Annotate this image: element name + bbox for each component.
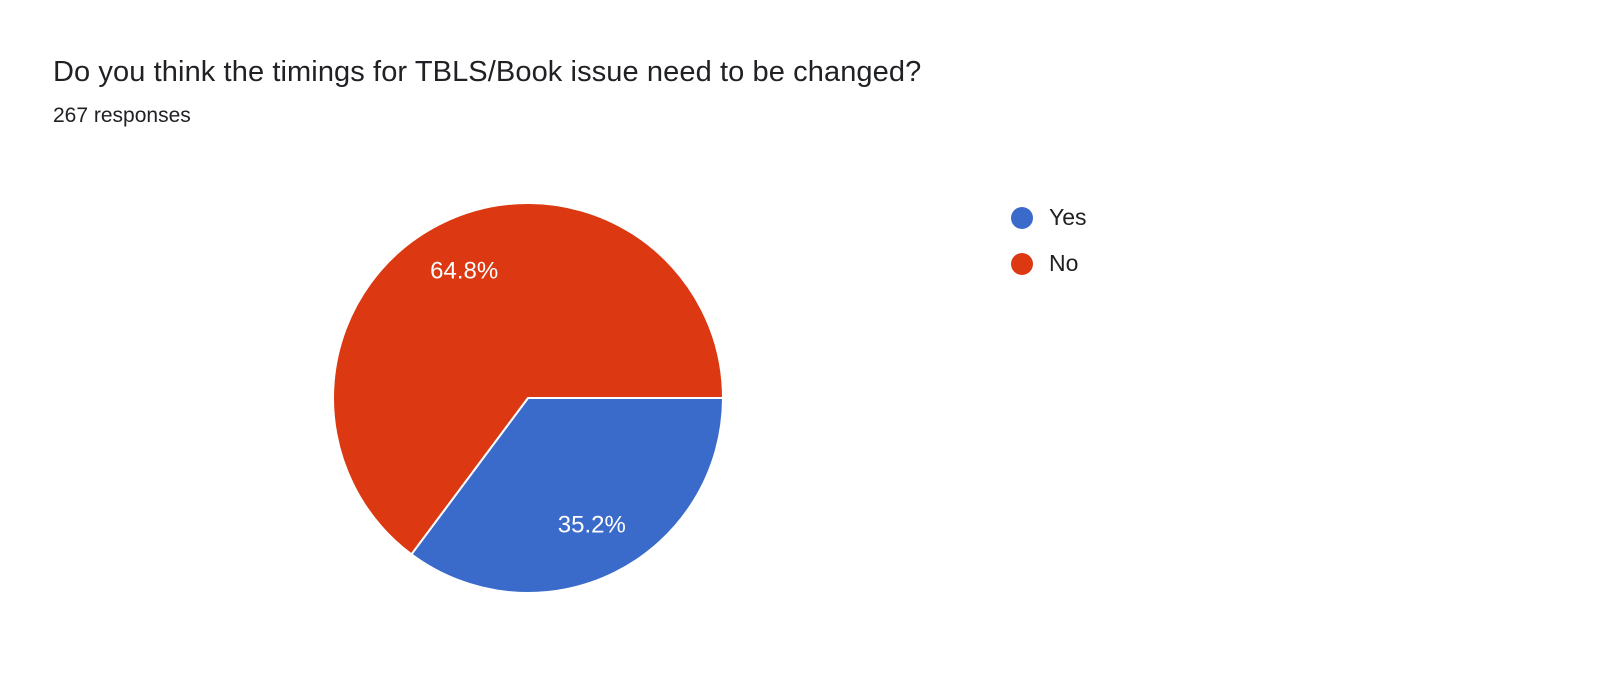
response-count: 267 responses: [53, 104, 191, 127]
legend-swatch-no-icon: [1011, 252, 1033, 275]
chart-legend: Yes No: [1011, 204, 1087, 296]
pie-chart[interactable]: 35.2% 64.8%: [328, 198, 728, 598]
legend-item-no: No: [1011, 250, 1087, 277]
legend-swatch-yes-icon: [1011, 206, 1033, 229]
pie-slice-yes[interactable]: [410, 397, 724, 594]
legend-label-yes: Yes: [1049, 204, 1087, 230]
legend-item-yes: Yes: [1011, 204, 1087, 231]
pie-slice-no[interactable]: [332, 202, 724, 556]
pie-chart-area: 35.2% 64.8%: [328, 198, 728, 598]
slice-label-no: 64.8%: [430, 257, 498, 284]
legend-label-no: No: [1049, 250, 1079, 276]
question-title: Do you think the timings for TBLS/Book i…: [53, 56, 922, 88]
slice-label-yes: 35.2%: [558, 512, 626, 539]
